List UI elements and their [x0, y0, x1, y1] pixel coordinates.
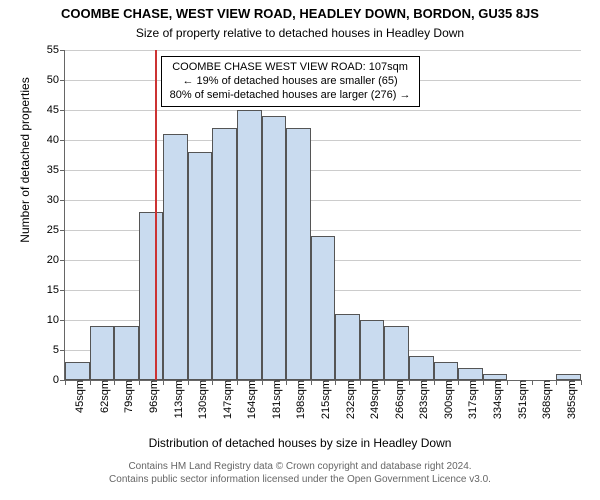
histogram-bar	[434, 362, 459, 380]
y-tick-label: 35	[47, 164, 65, 176]
gridline	[65, 170, 581, 171]
x-tick-mark	[335, 380, 336, 385]
histogram-bar	[90, 326, 115, 380]
x-tick-mark	[556, 380, 557, 385]
x-tick-label: 130sqm	[191, 380, 209, 419]
y-tick-label: 45	[47, 104, 65, 116]
x-tick-mark	[532, 380, 533, 385]
gridline	[65, 50, 581, 51]
x-tick-label: 181sqm	[265, 380, 283, 419]
footer-line-1: Contains HM Land Registry data © Crown c…	[0, 460, 600, 473]
x-tick-label: 215sqm	[314, 380, 332, 419]
x-tick-label: 266sqm	[388, 380, 406, 419]
x-tick-mark	[483, 380, 484, 385]
footer-attribution: Contains HM Land Registry data © Crown c…	[0, 460, 600, 486]
x-tick-label: 385sqm	[560, 380, 578, 419]
annotation-line-1: COOMBE CHASE WEST VIEW ROAD: 107sqm	[170, 61, 411, 75]
x-tick-mark	[114, 380, 115, 385]
histogram-bar	[286, 128, 311, 380]
histogram-bar	[262, 116, 287, 380]
x-tick-label: 96sqm	[142, 380, 160, 413]
x-axis-label: Distribution of detached houses by size …	[0, 436, 600, 450]
gridline	[65, 110, 581, 111]
x-tick-label: 147sqm	[216, 380, 234, 419]
y-axis-label: Number of detached properties	[18, 0, 32, 325]
x-tick-mark	[65, 380, 66, 385]
y-tick-label: 25	[47, 224, 65, 236]
x-tick-label: 62sqm	[93, 380, 111, 413]
x-tick-mark	[262, 380, 263, 385]
y-tick-label: 15	[47, 284, 65, 296]
x-tick-mark	[434, 380, 435, 385]
histogram-bar	[114, 326, 139, 380]
histogram-bar	[409, 356, 434, 380]
x-tick-label: 334sqm	[486, 380, 504, 419]
histogram-bar	[212, 128, 237, 380]
histogram-bar	[360, 320, 385, 380]
x-tick-label: 79sqm	[117, 380, 135, 413]
x-tick-label: 164sqm	[240, 380, 258, 419]
x-tick-label: 232sqm	[339, 380, 357, 419]
x-tick-label: 368sqm	[535, 380, 553, 419]
y-tick-label: 0	[53, 374, 65, 386]
y-tick-label: 40	[47, 134, 65, 146]
footer-line-2: Contains public sector information licen…	[0, 473, 600, 486]
x-tick-mark	[360, 380, 361, 385]
histogram-bar	[311, 236, 336, 380]
histogram-bar	[163, 134, 188, 380]
x-tick-mark	[90, 380, 91, 385]
x-tick-mark	[507, 380, 508, 385]
y-tick-label: 50	[47, 74, 65, 86]
chart-title-main: COOMBE CHASE, WEST VIEW ROAD, HEADLEY DO…	[0, 6, 600, 21]
y-tick-label: 55	[47, 44, 65, 56]
x-tick-label: 317sqm	[461, 380, 479, 419]
x-tick-label: 300sqm	[437, 380, 455, 419]
y-tick-label: 10	[47, 314, 65, 326]
x-tick-label: 198sqm	[289, 380, 307, 419]
x-tick-label: 283sqm	[412, 380, 430, 419]
x-tick-mark	[581, 380, 582, 385]
gridline	[65, 200, 581, 201]
x-tick-mark	[237, 380, 238, 385]
x-tick-mark	[311, 380, 312, 385]
annotation-line-2: ← 19% of detached houses are smaller (65…	[170, 75, 411, 89]
x-tick-mark	[384, 380, 385, 385]
histogram-bar	[237, 110, 262, 380]
chart-title-sub: Size of property relative to detached ho…	[0, 26, 600, 40]
x-tick-label: 351sqm	[511, 380, 529, 419]
x-tick-mark	[286, 380, 287, 385]
x-tick-label: 113sqm	[167, 380, 185, 418]
gridline	[65, 140, 581, 141]
x-tick-label: 45sqm	[68, 380, 86, 413]
histogram-bar	[335, 314, 360, 380]
annotation-line-3: 80% of semi-detached houses are larger (…	[170, 89, 411, 103]
x-tick-mark	[212, 380, 213, 385]
x-tick-mark	[409, 380, 410, 385]
x-tick-mark	[163, 380, 164, 385]
y-tick-label: 30	[47, 194, 65, 206]
property-annotation-box: COOMBE CHASE WEST VIEW ROAD: 107sqm ← 19…	[161, 56, 420, 107]
histogram-bar	[139, 212, 164, 380]
histogram-bar	[65, 362, 90, 380]
histogram-bar	[458, 368, 483, 380]
x-tick-mark	[188, 380, 189, 385]
histogram-bar	[188, 152, 213, 380]
x-tick-mark	[139, 380, 140, 385]
x-tick-label: 249sqm	[363, 380, 381, 419]
histogram-bar	[384, 326, 409, 380]
reference-line	[155, 50, 157, 380]
histogram-plot-area: 051015202530354045505545sqm62sqm79sqm96s…	[64, 50, 581, 381]
y-tick-label: 5	[53, 344, 65, 356]
y-tick-label: 20	[47, 254, 65, 266]
x-tick-mark	[458, 380, 459, 385]
